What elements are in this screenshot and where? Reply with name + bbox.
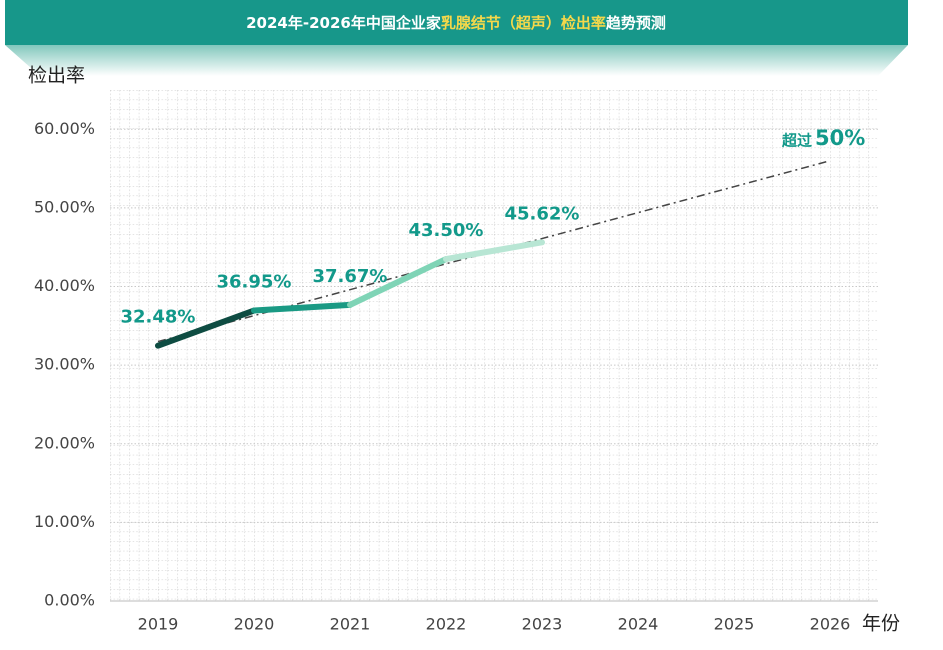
title-part: 2024年-2026年中国企业家 <box>246 14 441 32</box>
x-tick-label: 2022 <box>426 615 467 634</box>
annotation-prefix: 超过 <box>781 131 812 149</box>
line-segment <box>443 239 545 263</box>
y-tick-label: 40.00% <box>34 276 95 295</box>
value-label: 36.95% <box>217 272 292 293</box>
value-label: 37.67% <box>313 266 388 287</box>
value-label: 43.50% <box>409 220 484 241</box>
x-tick-label: 2026 <box>810 615 851 634</box>
y-tick-label: 50.00% <box>34 197 95 216</box>
y-axis-label: 检出率 <box>28 65 85 87</box>
x-axis-label: 年份 <box>862 613 900 635</box>
banner <box>5 0 908 45</box>
line-segment <box>155 307 257 349</box>
x-tick-label: 2021 <box>330 615 371 634</box>
line-segment <box>251 301 353 314</box>
y-tick-label: 10.00% <box>34 512 95 531</box>
y-tick-label: 20.00% <box>34 433 95 452</box>
title-part: 趋势预测 <box>606 14 666 32</box>
annotation-value: 50% <box>815 126 865 150</box>
value-label: 45.62% <box>505 203 580 224</box>
line-segment <box>347 256 449 308</box>
chart-title: 2024年-2026年中国企业家乳腺结节（超声）检出率趋势预测 <box>246 14 666 32</box>
x-tick-label: 2024 <box>618 615 659 634</box>
grid-pattern <box>110 90 878 601</box>
x-tick-label: 2020 <box>234 615 275 634</box>
title-part: 乳腺结节（超声）检出率 <box>441 14 606 32</box>
y-tick-label: 0.00% <box>44 591 95 610</box>
x-tick-label: 2019 <box>138 615 179 634</box>
y-tick-label: 60.00% <box>34 119 95 138</box>
x-tick-label: 2025 <box>714 615 755 634</box>
y-tick-label: 30.00% <box>34 355 95 374</box>
value-label: 32.48% <box>121 307 196 328</box>
x-tick-label: 2023 <box>522 615 563 634</box>
banner-shadow <box>5 45 908 76</box>
